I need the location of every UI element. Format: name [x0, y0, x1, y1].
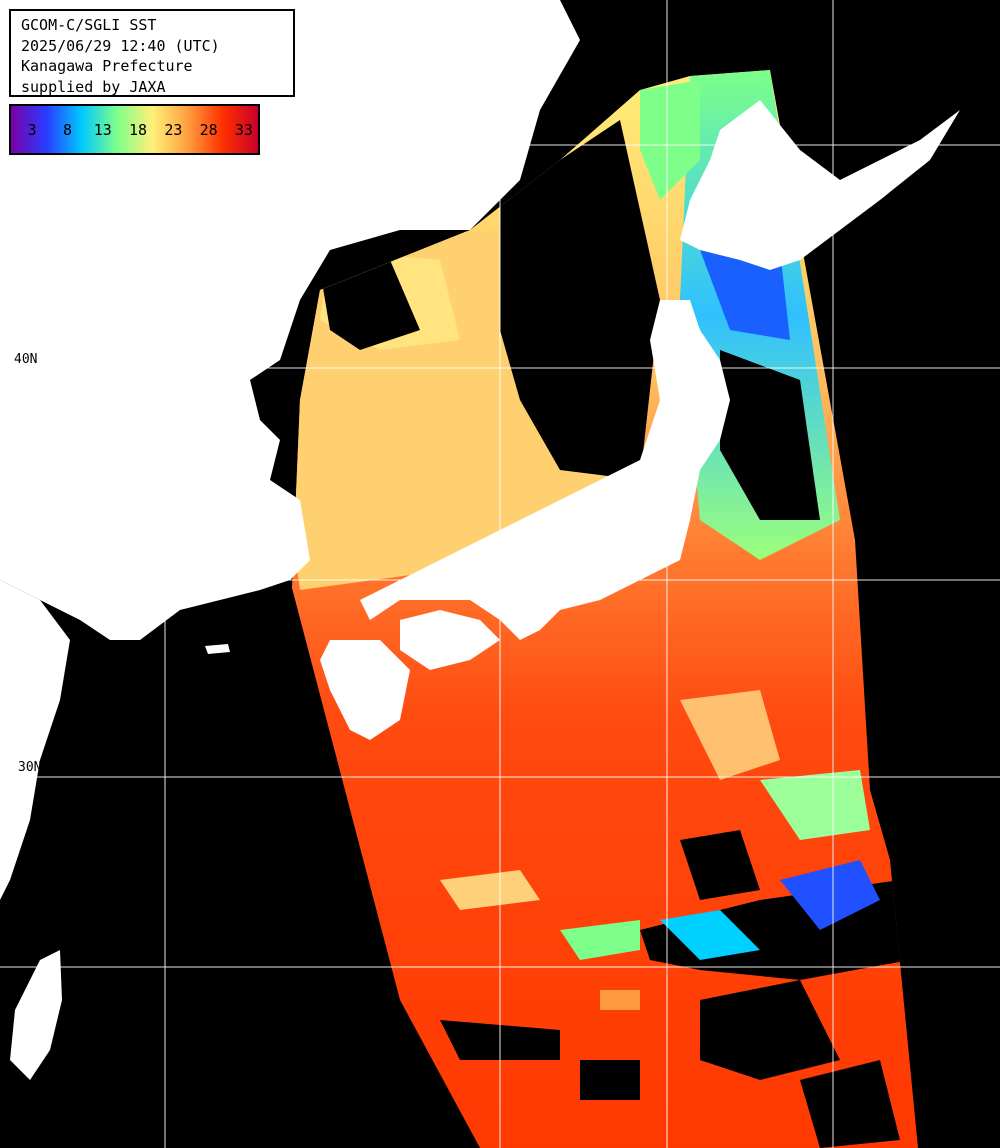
color-legend: 3 8 13 18 23 28 33 [9, 104, 260, 155]
lat-label-30n: 30N [18, 760, 42, 775]
legend-color-bar [11, 106, 258, 153]
lon-label-140e: 140E [670, 13, 685, 45]
legend-tick-18: 18 [129, 121, 148, 139]
lat-label-40n: 40N [14, 352, 38, 367]
product-title: GCOM-C/SGLI SST [21, 16, 157, 34]
info-box: GCOM-C/SGLI SST 2025/06/29 12:40 (UTC) K… [9, 9, 295, 97]
legend-tick-33: 33 [234, 121, 253, 139]
legend-tick-23: 23 [164, 121, 183, 139]
legend-tick-labels: 3 8 13 18 23 28 33 [11, 106, 258, 153]
organization: Kanagawa Prefecture [21, 57, 193, 75]
observation-datetime: 2025/06/29 12:40 (UTC) [21, 36, 220, 55]
legend-tick-13: 13 [93, 121, 112, 139]
credit: supplied by JAXA [21, 77, 166, 96]
land [0, 0, 960, 1080]
legend-tick-3: 3 [27, 121, 37, 139]
legend-tick-8: 8 [62, 121, 72, 139]
legend-tick-28: 28 [199, 121, 218, 139]
